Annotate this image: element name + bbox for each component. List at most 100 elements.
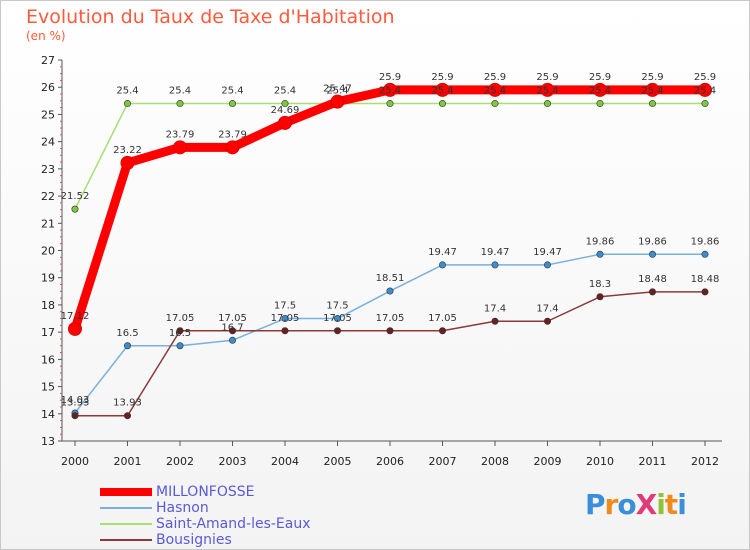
data-point-millonfosse [383, 82, 397, 97]
legend-label: Hasnon [156, 500, 209, 516]
data-label-saint-amand-les-eaux: 25.4 [169, 86, 191, 97]
data-label-hasnon: 17.5 [274, 301, 296, 312]
data-label-millonfosse: 17.12 [61, 311, 90, 322]
data-point-millonfosse [488, 82, 502, 97]
data-label-millonfosse: 25.47 [323, 84, 352, 95]
data-label-millonfosse: 25.9 [536, 72, 558, 83]
line-chart: 13 14 15 16 17 18 19 20 21 22 23 24 25 26 27 2000 2001 20… [41, 54, 722, 468]
data-label-hasnon: 19.86 [691, 236, 720, 247]
y-axis-unit: (en %) [26, 29, 66, 43]
data-label-bousignies: 17.05 [376, 313, 405, 324]
data-point-hasnon [701, 250, 709, 258]
data-label-saint-amand-les-eaux: 25.4 [221, 86, 243, 97]
data-point-millonfosse [68, 321, 82, 336]
data-label-millonfosse: 23.22 [113, 145, 142, 156]
y-tick-label: 14 [41, 408, 55, 421]
data-point-bousignies [333, 327, 341, 335]
logo-letter: X [635, 488, 658, 521]
data-point-millonfosse [435, 82, 450, 97]
y-tick-label: 27 [41, 54, 55, 67]
data-label-millonfosse: 25.9 [379, 72, 401, 83]
data-label-hasnon: 19.86 [586, 236, 615, 247]
legend-label: Saint-Amand-les-Eaux [156, 516, 311, 532]
data-point-bousignies [386, 327, 394, 335]
data-label-saint-amand-les-eaux: 21.52 [61, 191, 90, 202]
data-point-bousignies [701, 288, 709, 296]
data-label-saint-amand-les-eaux: 25.4 [641, 86, 663, 97]
series-line-bousignies [74, 291, 706, 417]
legend-label: Bousignies [156, 532, 232, 548]
data-point-bousignies [281, 327, 289, 335]
data-label-hasnon: 16.7 [221, 322, 243, 333]
data-labels: 21.52 25.4 25.4 25.4 25.4 25.4 25.4 25.4 25.4 25.… [61, 72, 720, 409]
data-label-bousignies: 17.4 [484, 303, 506, 314]
data-point-millonfosse [120, 155, 135, 170]
data-point-hasnon [124, 342, 132, 350]
data-point-hasnon [229, 336, 237, 344]
data-label-millonfosse: 25.9 [641, 72, 663, 83]
data-label-saint-amand-les-eaux: 25.4 [536, 86, 558, 97]
logo-letter: t [664, 488, 678, 521]
y-tick-label: 17 [41, 326, 55, 339]
x-tick-label: 2012 [691, 455, 719, 468]
data-label-bousignies: 17.4 [536, 303, 558, 314]
data-label-saint-amand-les-eaux: 25.4 [431, 86, 453, 97]
data-point-millonfosse [645, 82, 660, 97]
data-point-saint-amand-les-eaux [701, 100, 709, 108]
x-tick-label: 2006 [376, 455, 404, 468]
data-point-saint-amand-les-eaux [71, 205, 79, 213]
data-point-hasnon [491, 261, 499, 269]
data-label-saint-amand-les-eaux: 25.4 [379, 86, 401, 97]
data-label-saint-amand-les-eaux: 25.4 [589, 86, 611, 97]
x-tick-label: 2000 [61, 455, 89, 468]
data-point-saint-amand-les-eaux [543, 100, 551, 108]
data-point-bousignies [124, 412, 132, 420]
x-tick-label: 2002 [166, 455, 194, 468]
data-point-bousignies [543, 317, 551, 325]
y-tick-label: 23 [41, 163, 55, 176]
data-label-saint-amand-les-eaux: 25.4 [694, 86, 716, 97]
data-point-bousignies [596, 293, 604, 301]
data-point-saint-amand-les-eaux [648, 100, 656, 108]
series-line-saint-amand-les-eaux [74, 102, 706, 210]
data-point-saint-amand-les-eaux [176, 100, 184, 108]
data-label-saint-amand-les-eaux: 25.4 [484, 86, 506, 97]
data-point-saint-amand-les-eaux [229, 100, 237, 108]
x-tick-label: 2011 [639, 455, 667, 468]
data-point-bousignies [229, 327, 237, 335]
data-label-bousignies: 18.48 [638, 274, 667, 285]
data-label-bousignies: 17.05 [271, 313, 300, 324]
y-tick-label: 15 [41, 381, 55, 394]
x-tick-label: 2008 [481, 455, 509, 468]
data-label-bousignies: 17.05 [166, 313, 195, 324]
data-label-millonfosse: 25.9 [484, 72, 506, 83]
legend-swatch [100, 523, 152, 525]
y-tick-label: 18 [41, 299, 55, 312]
x-tick-label: 2001 [114, 455, 142, 468]
data-label-hasnon: 17.5 [326, 301, 348, 312]
data-point-hasnon [596, 250, 604, 258]
data-label-millonfosse: 25.9 [694, 72, 716, 83]
data-label-hasnon: 14.03 [61, 395, 90, 406]
y-tick-label: 16 [41, 353, 55, 366]
data-label-bousignies: 17.05 [428, 313, 457, 324]
data-point-millonfosse [593, 82, 607, 97]
logo-letter: P [585, 488, 606, 521]
x-tick-label: 2005 [324, 455, 352, 468]
logo-letter: i [677, 488, 687, 521]
data-point-millonfosse [330, 94, 345, 109]
data-point-bousignies [648, 288, 656, 296]
data-point-saint-amand-les-eaux [124, 100, 132, 108]
data-point-millonfosse [225, 140, 240, 155]
y-tick-label: 22 [41, 190, 55, 203]
data-label-hasnon: 18.51 [376, 273, 405, 284]
data-point-hasnon [438, 261, 446, 269]
data-point-hasnon [386, 287, 394, 295]
proxiti-logo: ProXiti [585, 488, 687, 521]
data-label-bousignies: 18.3 [589, 279, 611, 290]
legend-swatch [100, 507, 152, 509]
data-label-bousignies: 13.93 [113, 398, 142, 409]
data-point-hasnon [176, 342, 184, 350]
chart-title: Evolution du Taux de Taxe d'Habitation [26, 6, 395, 28]
data-point-saint-amand-les-eaux [596, 100, 604, 108]
